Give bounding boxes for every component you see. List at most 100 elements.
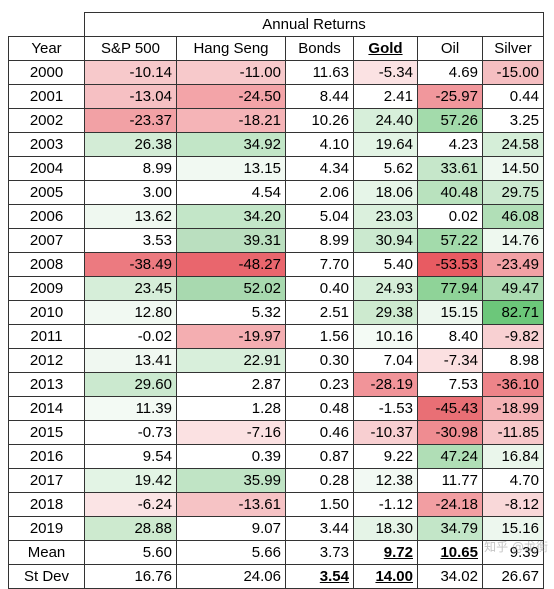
year-cell: 2005 bbox=[9, 181, 85, 205]
return-cell: 46.08 bbox=[483, 205, 544, 229]
return-cell: 35.99 bbox=[177, 469, 286, 493]
return-cell: 12.38 bbox=[354, 469, 418, 493]
return-cell: 77.94 bbox=[418, 277, 483, 301]
column-header: Year bbox=[9, 37, 85, 61]
return-cell: -36.10 bbox=[483, 373, 544, 397]
return-cell: 24.58 bbox=[483, 133, 544, 157]
return-cell: -38.49 bbox=[85, 253, 177, 277]
return-cell: -7.34 bbox=[418, 349, 483, 373]
return-cell: 52.02 bbox=[177, 277, 286, 301]
year-cell: 2003 bbox=[9, 133, 85, 157]
return-cell: 40.48 bbox=[418, 181, 483, 205]
return-cell: 19.42 bbox=[85, 469, 177, 493]
return-cell: -53.53 bbox=[418, 253, 483, 277]
table-title: Annual Returns bbox=[85, 13, 544, 37]
return-cell: 1.50 bbox=[286, 493, 354, 517]
return-cell: -24.50 bbox=[177, 85, 286, 109]
return-cell: 3.53 bbox=[85, 229, 177, 253]
return-cell: -24.18 bbox=[418, 493, 483, 517]
return-cell: 5.40 bbox=[354, 253, 418, 277]
return-cell: 13.41 bbox=[85, 349, 177, 373]
return-cell: 34.20 bbox=[177, 205, 286, 229]
return-cell: 49.47 bbox=[483, 277, 544, 301]
year-cell: 2012 bbox=[9, 349, 85, 373]
return-cell: 2.41 bbox=[354, 85, 418, 109]
return-cell: 23.45 bbox=[85, 277, 177, 301]
return-cell: 24.40 bbox=[354, 109, 418, 133]
return-cell: 19.64 bbox=[354, 133, 418, 157]
title-row: Annual Returns bbox=[9, 13, 544, 37]
return-cell: -23.49 bbox=[483, 253, 544, 277]
return-cell: 39.31 bbox=[177, 229, 286, 253]
return-cell: -30.98 bbox=[418, 421, 483, 445]
return-cell: 4.69 bbox=[418, 61, 483, 85]
year-cell: 2013 bbox=[9, 373, 85, 397]
return-cell: 8.99 bbox=[286, 229, 354, 253]
summary-label: St Dev bbox=[9, 565, 85, 589]
return-cell: 0.87 bbox=[286, 445, 354, 469]
year-cell: 2015 bbox=[9, 421, 85, 445]
return-cell: 0.28 bbox=[286, 469, 354, 493]
return-cell: 3.00 bbox=[85, 181, 177, 205]
return-cell: 8.99 bbox=[85, 157, 177, 181]
return-cell: 0.46 bbox=[286, 421, 354, 445]
return-cell: 18.06 bbox=[354, 181, 418, 205]
return-cell: -0.02 bbox=[85, 325, 177, 349]
return-cell: 13.15 bbox=[177, 157, 286, 181]
return-cell: 2.51 bbox=[286, 301, 354, 325]
return-cell: 8.40 bbox=[418, 325, 483, 349]
return-cell: 11.63 bbox=[286, 61, 354, 85]
return-cell: 3.44 bbox=[286, 517, 354, 541]
return-cell: 23.03 bbox=[354, 205, 418, 229]
return-cell: 30.94 bbox=[354, 229, 418, 253]
return-cell: 14.50 bbox=[483, 157, 544, 181]
return-cell: -48.27 bbox=[177, 253, 286, 277]
return-cell: 24.93 bbox=[354, 277, 418, 301]
return-cell: -28.19 bbox=[354, 373, 418, 397]
return-cell: -5.34 bbox=[354, 61, 418, 85]
return-cell: -18.21 bbox=[177, 109, 286, 133]
column-header: Bonds bbox=[286, 37, 354, 61]
summary-cell: 34.02 bbox=[418, 565, 483, 589]
return-cell: 16.84 bbox=[483, 445, 544, 469]
return-cell: -25.97 bbox=[418, 85, 483, 109]
title-blank-cell bbox=[9, 13, 85, 37]
return-cell: 11.77 bbox=[418, 469, 483, 493]
return-cell: -1.53 bbox=[354, 397, 418, 421]
return-cell: 22.91 bbox=[177, 349, 286, 373]
return-cell: 57.26 bbox=[418, 109, 483, 133]
return-cell: 4.23 bbox=[418, 133, 483, 157]
year-cell: 2010 bbox=[9, 301, 85, 325]
return-cell: -13.04 bbox=[85, 85, 177, 109]
return-cell: -6.24 bbox=[85, 493, 177, 517]
return-cell: 1.28 bbox=[177, 397, 286, 421]
return-cell: 5.04 bbox=[286, 205, 354, 229]
return-cell: -13.61 bbox=[177, 493, 286, 517]
return-cell: -45.43 bbox=[418, 397, 483, 421]
return-cell: 5.62 bbox=[354, 157, 418, 181]
return-cell: 15.15 bbox=[418, 301, 483, 325]
return-cell: 82.71 bbox=[483, 301, 544, 325]
return-cell: 4.54 bbox=[177, 181, 286, 205]
year-cell: 2000 bbox=[9, 61, 85, 85]
column-header: Hang Seng bbox=[177, 37, 286, 61]
return-cell: 8.98 bbox=[483, 349, 544, 373]
